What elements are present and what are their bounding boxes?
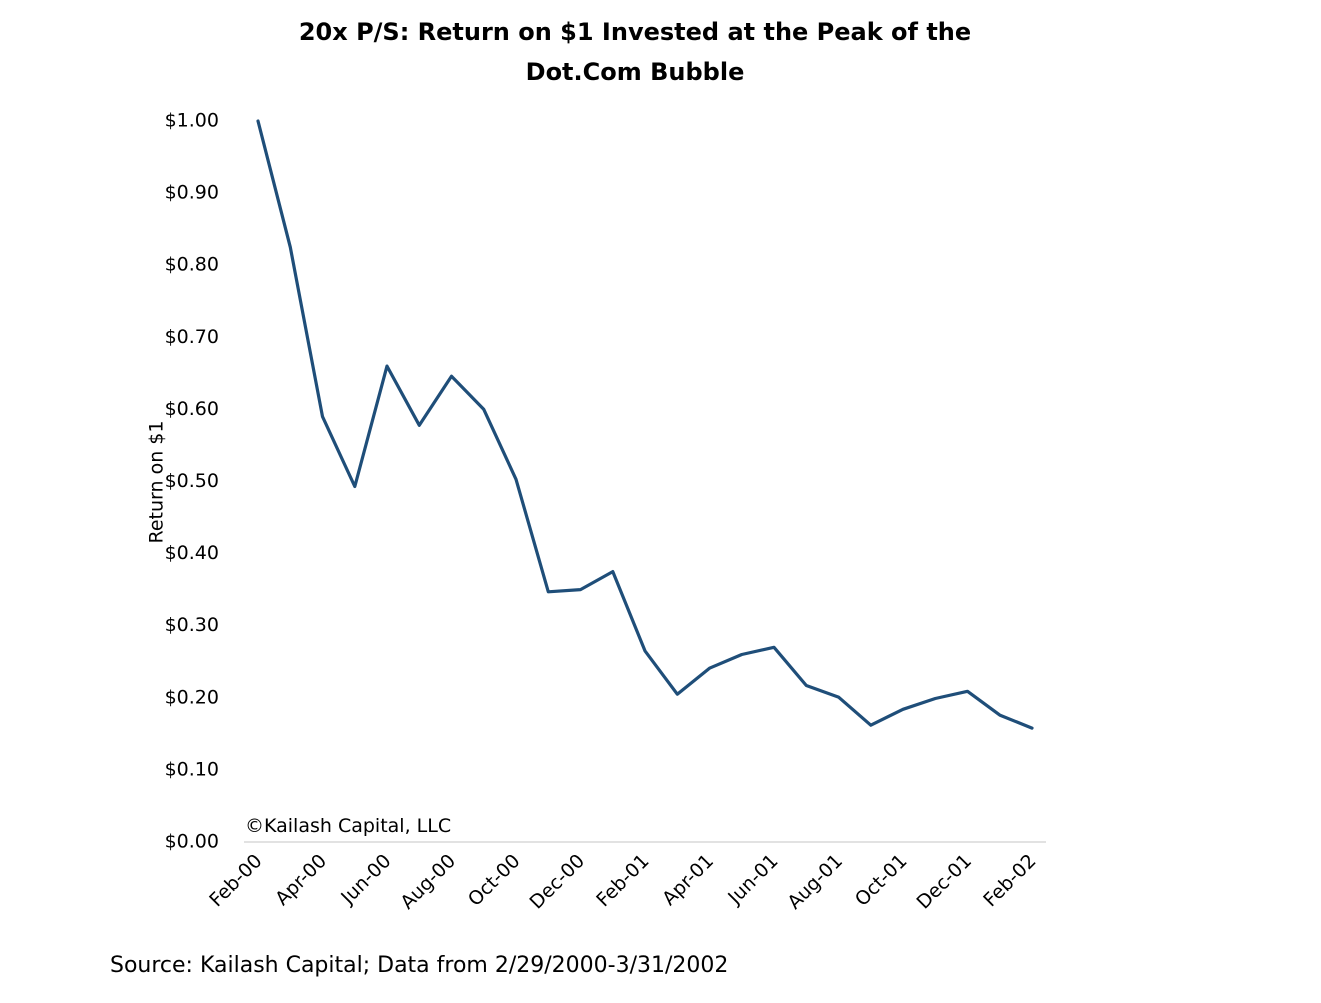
y-tick-label: $0.10: [165, 758, 219, 780]
x-tick-label: Oct-01: [851, 850, 912, 911]
x-tick-label: Aug-00: [396, 850, 460, 914]
x-tick-label: Oct-00: [464, 850, 525, 911]
x-tick-label: Dec-00: [526, 850, 590, 914]
y-axis-label: Return on $1: [146, 421, 168, 544]
y-tick-label: $0.00: [165, 831, 219, 853]
y-tick-label: $0.40: [165, 542, 219, 564]
series-group: [256, 119, 1034, 730]
x-tick-label: Jun-00: [336, 850, 395, 909]
x-tick-label: Dec-01: [913, 850, 977, 914]
x-tick-label: Apr-01: [658, 850, 718, 910]
source-note: Source: Kailash Capital; Data from 2/29/…: [110, 953, 729, 978]
copyright-annotation: ©Kailash Capital, LLC: [245, 815, 451, 837]
x-tick-label: Feb-01: [592, 850, 653, 911]
x-tick-label: Apr-00: [271, 850, 331, 910]
chart-title-line-2: Dot.Com Bubble: [526, 58, 745, 86]
series-line: [256, 119, 1034, 730]
y-axis-ticks: $0.00 $0.10 $0.20 $0.30 $0.40 $0.50 $0.60 $0.70…: [165, 110, 219, 853]
y-tick-label: $0.60: [165, 398, 219, 420]
y-tick-label: $0.80: [165, 254, 219, 276]
x-axis-ticks: Feb-00 Apr-00 Jun-00 Aug-00 Oct-00 Dec-00 Feb-…: [205, 850, 1040, 914]
y-tick-label: $1.00: [165, 110, 219, 132]
y-tick-label: $0.50: [165, 470, 219, 492]
y-tick-label: $0.90: [165, 182, 219, 204]
x-tick-label: Feb-02: [979, 850, 1040, 911]
chart-title: 20x P/S: Return on $1 Invested at the Pe…: [299, 18, 971, 86]
x-tick-label: Aug-01: [783, 850, 847, 914]
x-tick-label: Feb-00: [205, 850, 266, 911]
y-tick-label: $0.70: [165, 326, 219, 348]
x-tick-label: Jun-01: [723, 850, 782, 909]
y-tick-label: $0.30: [165, 614, 219, 636]
chart-title-line-1: 20x P/S: Return on $1 Invested at the Pe…: [299, 18, 971, 46]
y-tick-label: $0.20: [165, 686, 219, 708]
